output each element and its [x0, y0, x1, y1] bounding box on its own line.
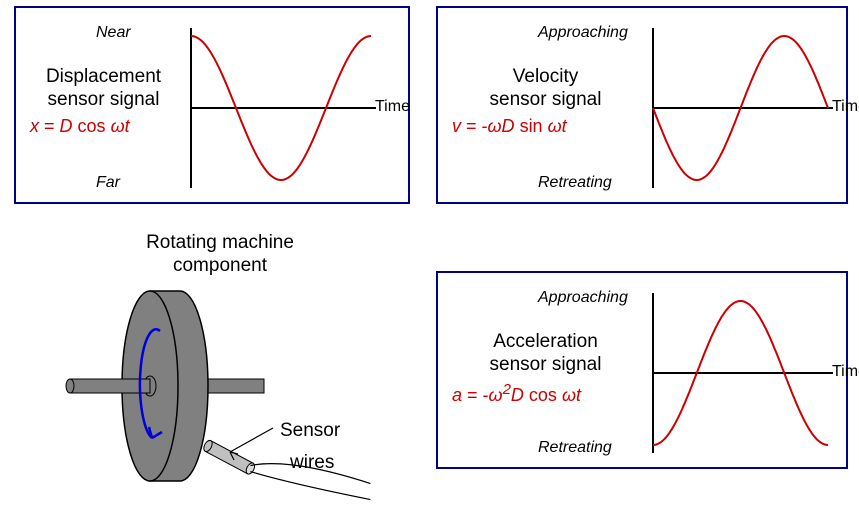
acceleration-plot	[438, 273, 850, 471]
displacement-plot	[16, 8, 412, 206]
wires-label: wires	[290, 452, 334, 474]
acceleration-panel: Approaching Accelerationsensor signal a …	[436, 271, 848, 469]
machine-diagram	[10, 258, 420, 508]
velocity-plot	[438, 8, 850, 206]
velocity-panel: Approaching Velocitysensor signal v = -ω…	[436, 6, 848, 204]
displacement-panel: Near Displacementsensor signal x = D cos…	[14, 6, 410, 204]
sensor-label: Sensor	[280, 420, 340, 442]
